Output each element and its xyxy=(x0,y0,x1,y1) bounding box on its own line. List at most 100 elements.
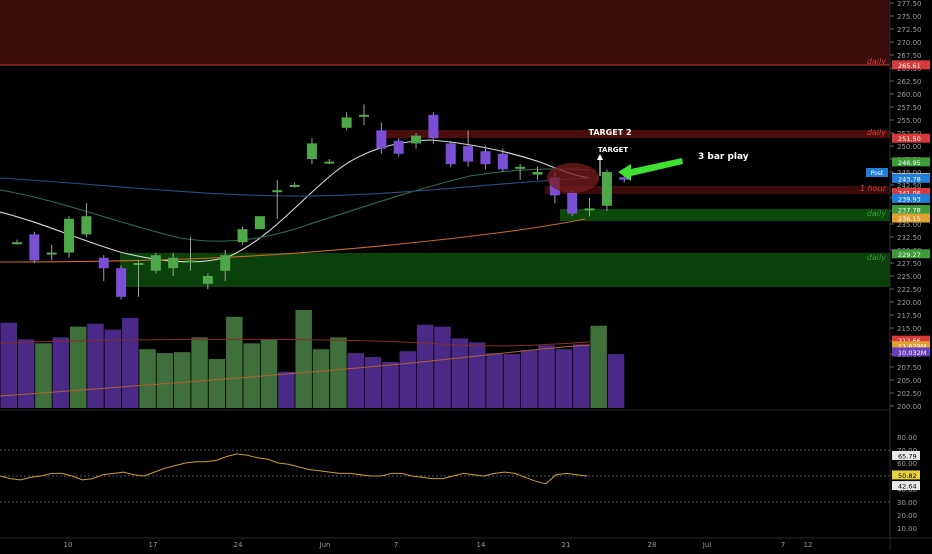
volume-bar xyxy=(330,337,347,408)
candle-body xyxy=(584,208,595,211)
target2-zone xyxy=(385,130,890,138)
candle-body xyxy=(480,151,491,165)
ma-fast-line xyxy=(0,139,591,263)
price-tick-label: 267.50 xyxy=(897,52,922,60)
price-tick-label: 242.50 xyxy=(897,182,922,190)
target-label: TARGET xyxy=(598,146,629,154)
time-tick-label: 7 xyxy=(394,541,398,549)
price-tag-bg xyxy=(892,157,930,167)
price-tick-label: 255.00 xyxy=(897,117,922,125)
price-tick-label: 215.00 xyxy=(897,325,922,333)
price-tag-text: 212.66 xyxy=(898,337,921,345)
candle-body xyxy=(168,257,179,269)
volume-bar xyxy=(382,361,399,408)
price-tag-212.66: 212.66 xyxy=(892,335,930,345)
price-tag-text: 265.61 xyxy=(898,62,921,70)
price-tag-bg xyxy=(892,133,930,143)
volume-bar xyxy=(104,329,122,408)
rsi-pane xyxy=(0,449,890,503)
rsi-line xyxy=(0,453,588,485)
candle-body xyxy=(376,130,387,149)
support-zone-daily-large xyxy=(120,253,890,287)
candle-body xyxy=(116,268,127,297)
price-tag-bg xyxy=(892,205,930,215)
volume-ma-orange xyxy=(0,344,591,397)
price-tag-text: 246.95 xyxy=(898,159,921,167)
candle-body xyxy=(515,166,526,169)
price-tick-label: 260.00 xyxy=(897,91,922,99)
volume-bar xyxy=(174,352,191,408)
rsi-tag-bg xyxy=(892,450,920,460)
volume-bar xyxy=(434,326,451,408)
volume-bar xyxy=(121,317,139,408)
candle-body xyxy=(272,190,283,193)
candle-body xyxy=(567,192,578,214)
candle-body xyxy=(445,143,456,165)
time-tick-label: 14 xyxy=(477,541,486,549)
daily-label-top: daily xyxy=(867,57,886,66)
candle-body xyxy=(359,114,369,117)
daily-label-support: daily xyxy=(867,209,886,218)
price-tag-text: 251.50 xyxy=(898,135,921,143)
price-tick-label: 222.50 xyxy=(897,286,922,294)
price-tag-text: 10.032M xyxy=(898,349,926,357)
candle-body xyxy=(619,177,630,180)
price-tag-229.27: 229.27 xyxy=(892,249,930,259)
price-tick-label: 227.50 xyxy=(897,260,922,268)
moving-averages xyxy=(0,139,591,263)
price-tag-bg xyxy=(892,60,930,70)
target-arrowhead xyxy=(597,154,603,160)
rsi-tag-text: 50.82 xyxy=(898,472,917,480)
price-tag-bg xyxy=(892,347,930,357)
price-tag-bg xyxy=(892,249,930,259)
candle-body xyxy=(428,114,439,139)
post-tag: Post xyxy=(866,168,888,177)
time-tick-label: 21 xyxy=(562,541,571,549)
price-tag-text: 243.78 xyxy=(898,175,921,183)
volume-bars xyxy=(0,310,625,408)
price-tag-265.61: 265.61 xyxy=(892,60,930,70)
resistance-zone-daily xyxy=(0,0,890,65)
candle-body xyxy=(64,218,75,253)
price-tag-11.629M: 11.629M xyxy=(892,341,930,351)
volume-bar xyxy=(347,353,364,408)
volume-bar xyxy=(364,357,382,408)
time-axis[interactable]: 10 17 24 Jun 7 14 21 28 Jul 7 12 xyxy=(64,541,813,549)
price-tick-label: 275.00 xyxy=(897,13,922,21)
price-tick-label: 262.50 xyxy=(897,78,922,86)
volume-bar xyxy=(555,349,573,408)
price-tag-text: 241.06 xyxy=(898,189,921,197)
price-tag-text: 237.78 xyxy=(898,207,921,215)
price-tag-243.78: 243.78 xyxy=(892,173,930,183)
price-tag-241.06: 241.06 xyxy=(892,187,930,197)
candle-body xyxy=(411,135,422,144)
daily-label-target2: daily xyxy=(867,128,886,137)
candle-body xyxy=(254,216,265,230)
volume-bar xyxy=(87,323,104,408)
candle-body xyxy=(393,140,404,154)
price-tick-label: 232.50 xyxy=(897,234,922,242)
time-tick-label: 10 xyxy=(64,541,73,549)
volume-ma-red xyxy=(0,338,591,347)
volume-bar xyxy=(538,345,555,408)
post-label: Post xyxy=(871,170,884,177)
volume-bar xyxy=(260,339,278,408)
volume-bar xyxy=(486,353,503,408)
volume-bar xyxy=(573,344,590,408)
price-tag-251.50: 251.50 xyxy=(892,133,930,143)
price-tick-label: 200.00 xyxy=(897,403,922,411)
candle-body xyxy=(601,172,612,206)
ma-mid-line xyxy=(0,168,591,242)
price-tag-text: 239.93 xyxy=(898,195,921,203)
volume-bar xyxy=(468,342,486,408)
annotation-arrow xyxy=(618,158,683,181)
price-tag-bg xyxy=(892,341,930,351)
daily-label-bottom: daily xyxy=(867,253,886,262)
support-zone-daily-small xyxy=(560,209,890,221)
time-tick-label: 28 xyxy=(648,541,657,549)
rsi-tag-42.64: 42.64 xyxy=(892,481,920,491)
price-tick-label: 257.50 xyxy=(897,104,922,112)
price-tag-text: 236.15 xyxy=(898,215,921,223)
price-tick-label: 245.00 xyxy=(897,169,922,177)
